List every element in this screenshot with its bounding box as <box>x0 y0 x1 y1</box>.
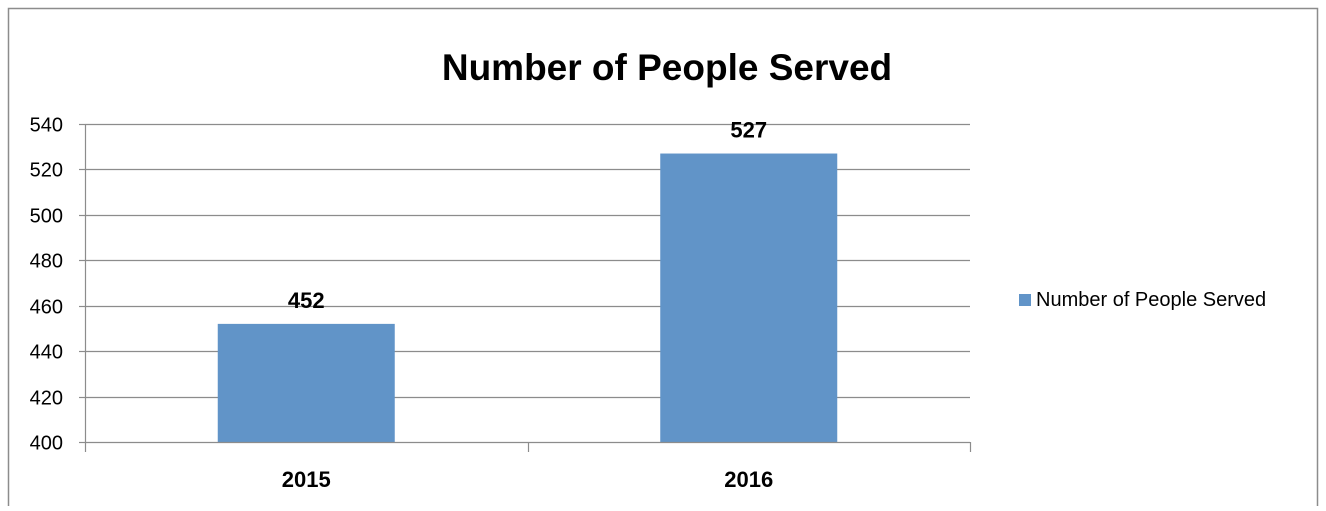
x-tick-label: 2015 <box>282 467 331 492</box>
data-label: 527 <box>730 118 767 143</box>
y-tick-label: 440 <box>30 342 63 364</box>
y-tick-label: 500 <box>30 206 63 228</box>
legend-swatch <box>1019 294 1031 306</box>
x-axis-tick-labels: 2015 2016 <box>282 467 773 492</box>
bars <box>217 153 838 442</box>
y-tick-label: 420 <box>30 388 63 410</box>
data-labels: 452 527 <box>288 118 767 313</box>
y-tick-label: 460 <box>30 297 63 319</box>
y-tick-label: 540 <box>30 115 63 137</box>
chart-border <box>7 7 1319 506</box>
legend-label: Number of People Served <box>1036 289 1266 311</box>
bar-2015 <box>217 323 395 442</box>
y-axis-tick-labels: 400 420 440 460 480 500 520 540 <box>30 115 63 455</box>
legend: Number of People Served <box>1019 289 1266 311</box>
y-tick-label: 520 <box>30 160 63 182</box>
axes <box>79 123 972 452</box>
y-tick-label: 480 <box>30 251 63 273</box>
x-tick-label: 2016 <box>724 467 773 492</box>
chart-title: Number of People Served <box>442 47 892 88</box>
y-tick-label: 400 <box>30 433 63 455</box>
data-label: 452 <box>288 288 325 313</box>
bar-2016 <box>660 153 838 442</box>
